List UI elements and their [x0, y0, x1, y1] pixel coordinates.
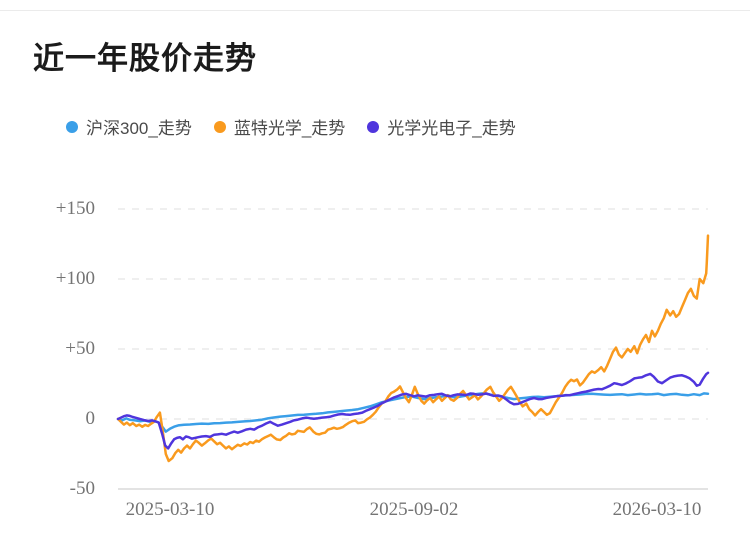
series-dot-icon: [213, 120, 226, 133]
x-axis-tick: 2025-03-10: [125, 499, 215, 520]
chart-title: 近一年股价走势: [33, 41, 257, 76]
legend-label: 光学光电子_走势: [387, 119, 516, 138]
y-axis-tick: +150: [55, 198, 95, 219]
y-axis-tick: 0: [85, 408, 96, 429]
x-axis-tick: 2025-09-02: [369, 499, 459, 520]
y-axis-tick: +100: [55, 268, 95, 289]
series-dot-icon: [367, 120, 380, 133]
y-axis-tick: -50: [69, 478, 95, 499]
legend-item-optics[interactable]: 光学光电子_走势: [367, 114, 516, 139]
legend: 沪深300_走势 蓝特光学_走势 光学光电子_走势: [66, 114, 516, 139]
legend-item-hs300[interactable]: 沪深300_走势: [66, 114, 192, 139]
top-divider: [0, 10, 750, 11]
x-axis-tick: 2026-03-10: [612, 499, 702, 520]
series-dot-icon: [66, 120, 78, 133]
y-axis-tick: +50: [65, 338, 95, 359]
legend-label: 蓝特光学_走势: [233, 119, 346, 138]
legend-item-lante[interactable]: 蓝特光学_走势: [213, 114, 346, 139]
legend-label: 沪深300_走势: [86, 119, 192, 138]
